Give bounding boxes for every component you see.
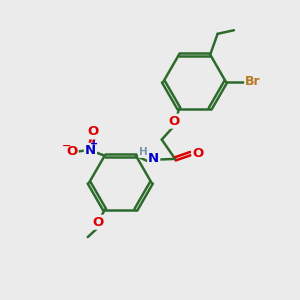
Text: −: −: [62, 141, 71, 151]
Text: Br: Br: [245, 75, 261, 88]
Text: +: +: [90, 140, 98, 149]
Text: O: O: [192, 147, 204, 160]
Text: O: O: [66, 145, 78, 158]
Text: H: H: [139, 147, 148, 157]
Text: O: O: [88, 125, 99, 138]
Text: N: N: [85, 144, 96, 157]
Text: O: O: [92, 216, 104, 229]
Text: N: N: [148, 152, 159, 164]
Text: O: O: [168, 115, 179, 128]
